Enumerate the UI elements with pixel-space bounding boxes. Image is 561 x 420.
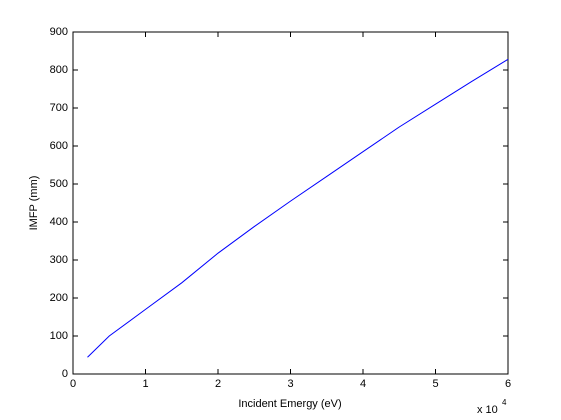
x-tick-label: 2 (215, 378, 221, 390)
x-tick-label: 0 (70, 378, 76, 390)
x-exponent-base: x 10 (477, 404, 498, 416)
axes-box (72, 31, 509, 375)
x-tick-label: 5 (432, 378, 438, 390)
y-tick-label: 700 (50, 102, 68, 114)
x-tick-label: 1 (142, 378, 148, 390)
x-tick-label: 4 (360, 378, 366, 390)
data-line (87, 58, 509, 358)
y-tick-label: 600 (50, 140, 68, 152)
y-tick-label: 300 (50, 254, 68, 266)
x-tick-label: 6 (505, 378, 511, 390)
x-exponent: 4 (502, 398, 507, 407)
x-tick-label: 3 (287, 378, 293, 390)
y-tick-label: 400 (50, 216, 68, 228)
y-axis-label: IMFP (mm) (28, 176, 40, 231)
y-tick-label: 100 (50, 330, 68, 342)
x-axis-label: Incident Emergy (eV) (238, 398, 341, 410)
y-tick-label: 0 (62, 368, 68, 380)
y-tick-label: 500 (50, 178, 68, 190)
y-tick-label: 200 (50, 292, 68, 304)
y-tick-label: 900 (50, 26, 68, 38)
y-tick-label: 800 (50, 64, 68, 76)
